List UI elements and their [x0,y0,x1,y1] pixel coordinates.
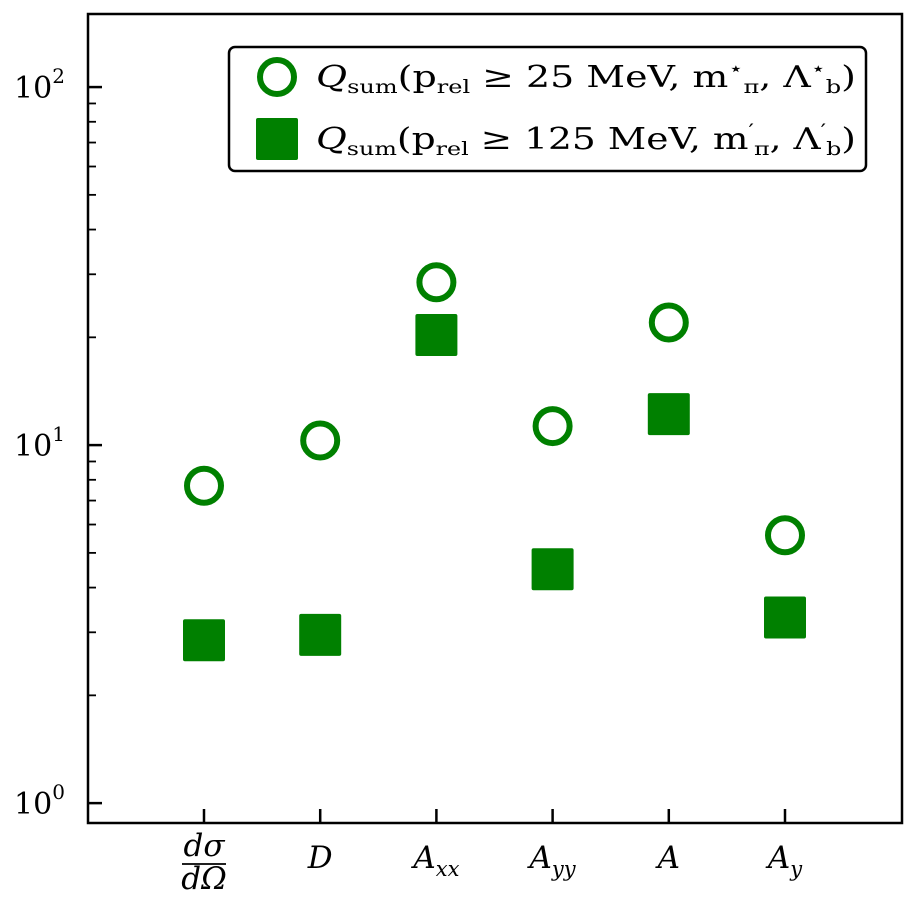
data-point-filled-square [764,596,806,639]
x-tick-label: D [307,840,333,876]
data-point-open-circle [416,262,457,303]
legend-marker-open-circle [257,57,297,97]
x-tick-label: Ayy [527,840,577,881]
x-tick-label-denominator: dΩ [181,861,227,897]
y-tick-label: 101 [14,422,65,464]
data-point-filled-square [299,613,342,656]
y-tick-label: 102 [14,64,65,106]
x-tick-label-numerator: dσ [183,828,225,864]
data-point-open-circle [300,420,341,461]
legend-marker-filled-square [256,118,298,160]
data-point-filled-square [531,548,574,591]
data-point-filled-square [647,393,690,436]
data-point-filled-square [415,314,458,357]
plot-frame [86,12,904,825]
y-tick-label: 100 [14,780,65,822]
chart-marks [183,262,806,662]
data-point-open-circle [184,465,224,506]
legend-box [227,45,868,173]
data-point-open-circle [648,302,689,343]
x-tick-label: A [655,840,680,876]
x-tick-label: Axx [410,840,459,881]
data-point-open-circle [532,406,573,447]
data-point-filled-square [183,619,225,662]
data-point-open-circle [765,515,805,556]
x-tick-label: Ay [765,840,803,881]
